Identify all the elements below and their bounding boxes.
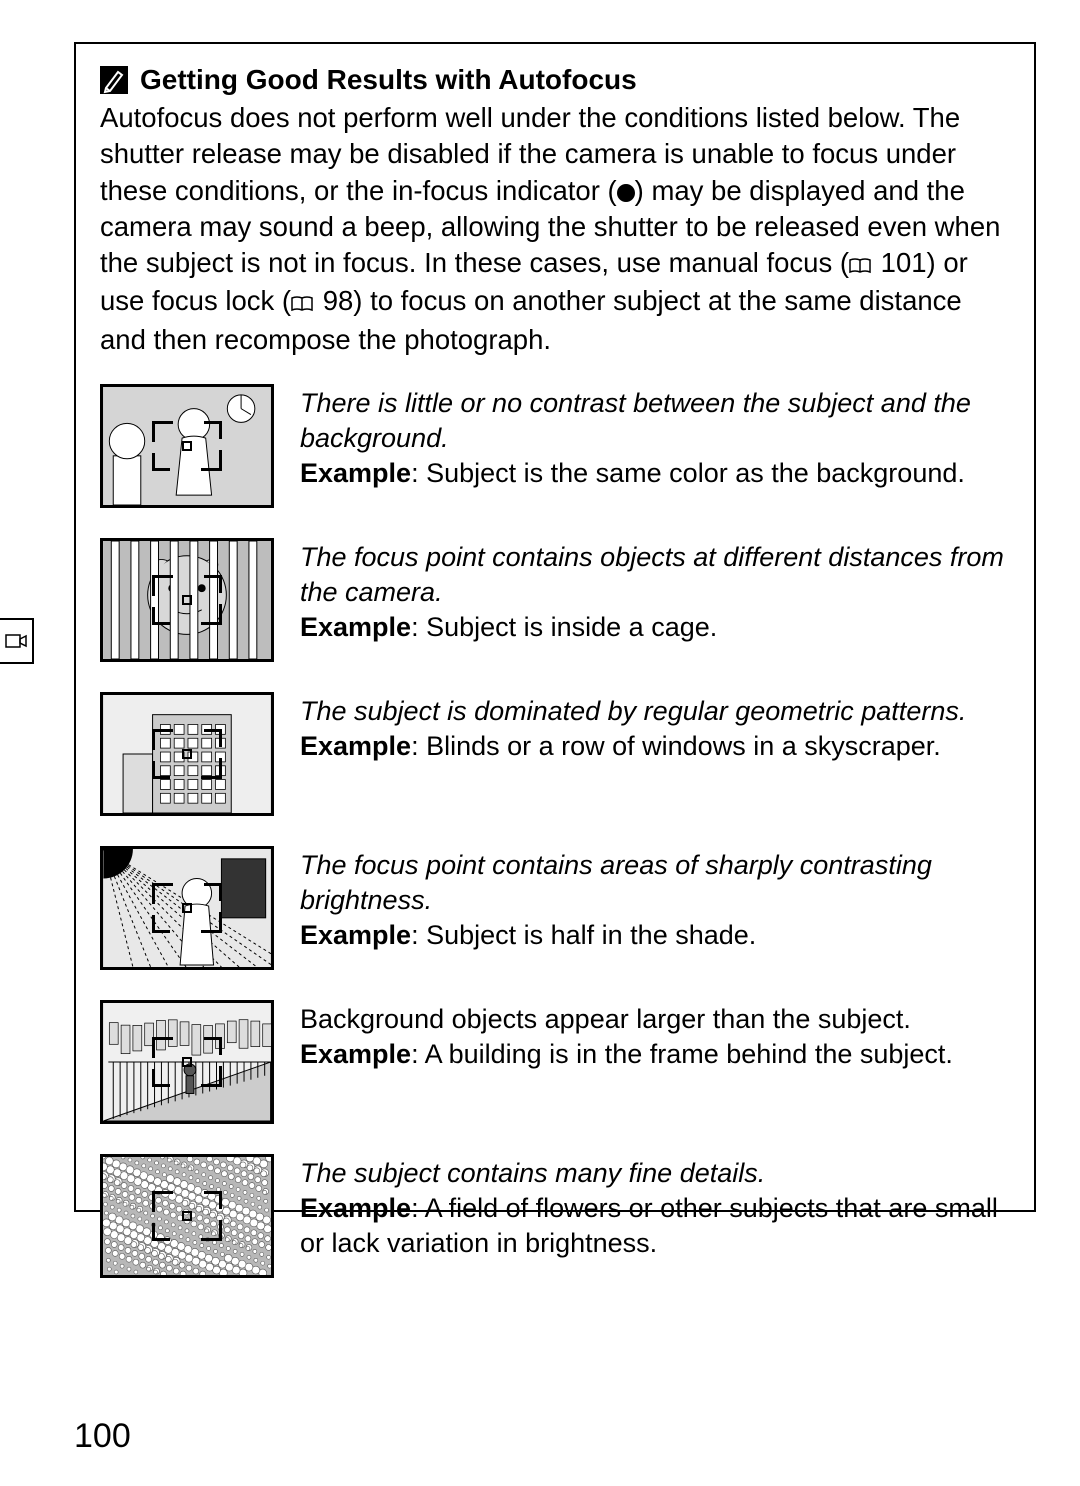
- condition-text: The subject is dominated by regular geom…: [300, 696, 966, 726]
- example-label: Example: [300, 920, 411, 950]
- condition-description: There is little or no contrast between t…: [300, 384, 1010, 491]
- condition-row: There is little or no contrast between t…: [100, 384, 1010, 508]
- example-text: : A building is in the frame behind the …: [411, 1039, 953, 1069]
- condition-description: The subject contains many fine details. E…: [300, 1154, 1010, 1261]
- example-label: Example: [300, 1039, 411, 1069]
- condition-description: The focus point contains objects at diff…: [300, 538, 1010, 645]
- heading-row: Getting Good Results with Autofocus: [100, 64, 1010, 96]
- condition-text: Background objects appear larger than th…: [300, 1004, 911, 1034]
- condition-description: The subject is dominated by regular geom…: [300, 692, 966, 764]
- note-icon: [100, 66, 128, 94]
- condition-description: Background objects appear larger than th…: [300, 1000, 953, 1072]
- book-icon: [849, 247, 871, 283]
- example-label: Example: [300, 458, 411, 488]
- camera-icon: [5, 630, 27, 652]
- condition-thumbnail: [100, 384, 274, 508]
- condition-thumbnail: [100, 538, 274, 662]
- example-text: : Blinds or a row of windows in a skyscr…: [411, 731, 941, 761]
- condition-row: The focus point contains areas of sharpl…: [100, 846, 1010, 970]
- example-label: Example: [300, 731, 411, 761]
- condition-row: The focus point contains objects at diff…: [100, 538, 1010, 662]
- condition-text: The focus point contains objects at diff…: [300, 542, 1004, 607]
- condition-row: The subject is dominated by regular geom…: [100, 692, 1010, 816]
- condition-thumbnail: [100, 1000, 274, 1124]
- page-number: 100: [74, 1417, 131, 1456]
- section-tab: [0, 618, 34, 664]
- condition-description: The focus point contains areas of sharpl…: [300, 846, 1010, 953]
- book-icon: [291, 285, 313, 321]
- example-label: Example: [300, 1193, 411, 1223]
- example-text: : Subject is the same color as the backg…: [411, 458, 965, 488]
- condition-row: Background objects appear larger than th…: [100, 1000, 1010, 1124]
- condition-thumbnail: [100, 846, 274, 970]
- condition-thumbnail: [100, 1154, 274, 1278]
- condition-thumbnail: [100, 692, 274, 816]
- condition-row: The subject contains many fine details. E…: [100, 1154, 1010, 1278]
- condition-text: There is little or no contrast between t…: [300, 388, 971, 453]
- example-text: : Subject is inside a cage.: [411, 612, 717, 642]
- content-box: Getting Good Results with Autofocus Auto…: [74, 42, 1036, 1212]
- intro-paragraph: Autofocus does not perform well under th…: [100, 100, 1010, 358]
- condition-text: The focus point contains areas of sharpl…: [300, 850, 932, 915]
- example-text: : Subject is half in the shade.: [411, 920, 756, 950]
- heading-title: Getting Good Results with Autofocus: [140, 64, 637, 96]
- focus-indicator-icon: [617, 184, 635, 202]
- example-label: Example: [300, 612, 411, 642]
- condition-text: The subject contains many fine details.: [300, 1158, 765, 1188]
